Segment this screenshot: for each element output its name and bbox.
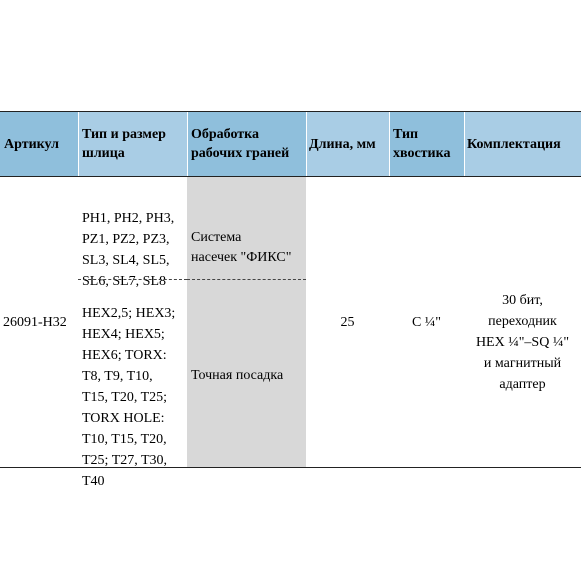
header-slot-type: Тип и размер шлица [78,112,187,176]
cell-kit: 30 бит, переходник HEX ¼"–SQ ¼" и магнит… [464,269,581,395]
divider [389,112,390,176]
header-divider [0,176,581,177]
header-article: Артикул [0,112,78,176]
cell-article: 26091-H32 [3,313,81,333]
slot-types-1-value: PH1, PH2, PH3, PZ1, PZ2, PZ3, SL3, SL4, … [82,211,175,289]
header-length: Длина, мм [306,112,389,176]
header-length-label: Длина, мм [309,136,376,152]
cell-slot-types-2: HEX2,5; HEX3; HEX4; HEX5; HEX6; TORX: T8… [82,282,188,492]
article-value: 26091-H32 [3,315,67,330]
slot-types-2-value: HEX2,5; HEX3; HEX4; HEX5; HEX6; TORX: T8… [82,306,176,489]
header-kit-label: Комплектация [467,136,561,152]
length-value: 25 [340,315,355,330]
cell-slot-types-1: PH1, PH2, PH3, PZ1, PZ2, PZ3, SL3, SL4, … [82,187,188,292]
header-slot-type-label: Тип и размер шлица [82,127,166,161]
header-article-label: Артикул [4,136,60,152]
cell-processing-2: Точная посадка [191,366,305,386]
header-shank-label: Тип хвостика [393,127,451,161]
shank-value: C ¼" [411,315,442,330]
processing-2-value: Точная посадка [191,368,284,383]
kit-value: 30 бит, переходник HEX ¼"–SQ ¼" и магнит… [475,293,570,392]
divider [187,112,188,176]
spec-table: Артикул Тип и размер шлица Обработка раб… [0,111,581,489]
processing-column-bg [187,177,306,467]
cell-shank: C ¼" [389,313,464,333]
row-divider [187,279,306,280]
cell-length: 25 [306,313,389,333]
divider [306,112,307,176]
header-processing-label: Обработка рабочих граней [191,127,290,161]
header-shank: Тип хвостика [389,112,464,176]
divider [78,112,79,176]
cell-processing-1: Система насечек "ФИКС" [191,208,305,268]
header-kit: Комплектация [464,112,581,176]
divider [464,112,465,176]
processing-1-value: Система насечек "ФИКС" [191,230,292,265]
header-processing: Обработка рабочих граней [187,112,306,176]
row-divider [78,279,187,280]
